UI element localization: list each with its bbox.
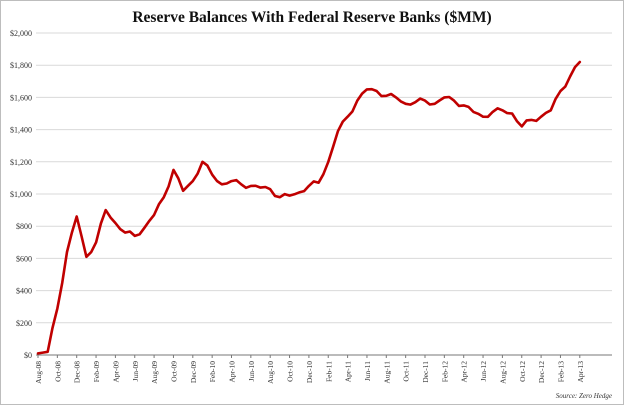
x-tick-label: Feb-10 xyxy=(208,361,217,382)
x-tick-label: Oct-08 xyxy=(53,361,62,382)
x-tick-label: Apr-13 xyxy=(576,361,585,383)
y-tick-label: $1,000 xyxy=(10,190,32,199)
y-tick-label: $1,200 xyxy=(10,158,32,167)
y-tick-label: $1,600 xyxy=(10,93,32,102)
y-tick-label: $1,400 xyxy=(10,126,32,135)
x-tick-label: Aug-10 xyxy=(266,361,275,384)
x-tick-label: Aug-12 xyxy=(498,361,507,384)
x-tick-label: Jun-09 xyxy=(131,361,140,382)
x-axis-ticks: Aug-08 Oct-08 Dec-08 Feb-09 Apr-09 Jun-09 Aug-… xyxy=(34,355,585,384)
y-tick-label: $1,800 xyxy=(10,61,32,70)
x-tick-label: Oct-10 xyxy=(286,361,295,382)
x-tick-label: Dec-11 xyxy=(421,361,430,383)
y-tick-label: $800 xyxy=(16,222,32,231)
x-tick-label: Oct-09 xyxy=(169,361,178,382)
y-tick-label: $0 xyxy=(24,351,32,360)
x-tick-label: Oct-11 xyxy=(402,361,411,382)
y-tick-label: $2,000 xyxy=(10,29,32,38)
x-tick-label: Feb-11 xyxy=(324,361,333,382)
x-tick-label: Feb-09 xyxy=(92,361,101,382)
y-tick-label: $600 xyxy=(16,254,32,263)
x-tick-label: Aug-09 xyxy=(150,361,159,384)
x-tick-label: Apr-11 xyxy=(344,361,353,382)
x-tick-label: Jun-11 xyxy=(363,361,372,381)
x-tick-label: Dec-08 xyxy=(73,361,82,383)
x-tick-label: Apr-09 xyxy=(111,361,120,383)
x-tick-label: Dec-09 xyxy=(189,361,198,383)
y-axis-ticks: $0 $200 $400 $600 $800 $1,000 $1,200 $1,400 $1,6… xyxy=(10,29,32,360)
x-tick-label: Jun-12 xyxy=(479,361,488,382)
x-tick-label: Feb-12 xyxy=(440,361,449,382)
source-note: Source: Zero Hedge xyxy=(556,392,612,400)
x-tick-label: Apr-10 xyxy=(228,361,237,383)
x-tick-label: Dec-12 xyxy=(537,361,546,383)
y-tick-label: $200 xyxy=(16,319,32,328)
x-tick-label: Aug-11 xyxy=(382,361,391,384)
y-tick-label: $400 xyxy=(16,287,32,296)
series-layer xyxy=(36,60,582,355)
x-tick-label: Feb-13 xyxy=(556,361,565,382)
x-tick-label: Oct-12 xyxy=(518,361,527,382)
x-tick-label: Aug-08 xyxy=(34,361,43,384)
x-tick-label: Apr-12 xyxy=(460,361,469,383)
gridlines xyxy=(36,32,612,324)
x-tick-label: Dec-10 xyxy=(305,361,314,383)
series-line xyxy=(36,60,582,355)
chart-title: Reserve Balances With Federal Reserve Ba… xyxy=(132,9,491,26)
x-tick-label: Jun-10 xyxy=(247,361,256,382)
